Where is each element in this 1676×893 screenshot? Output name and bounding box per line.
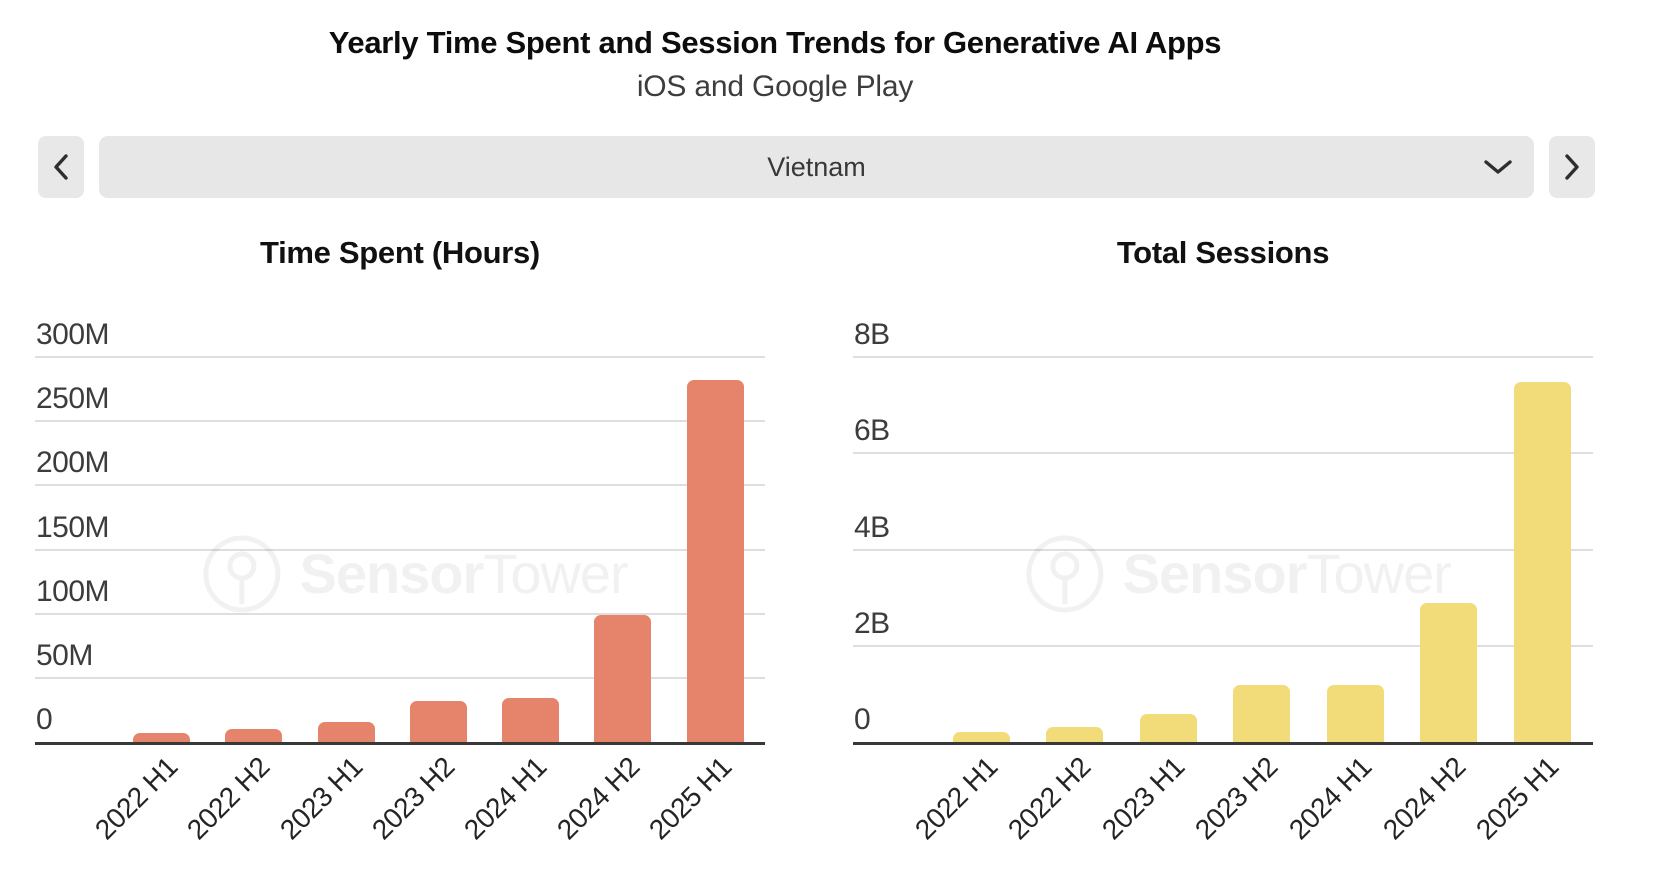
- x-tick-label: 2023 H1: [273, 751, 368, 846]
- x-tick-label: 2024 H1: [1283, 751, 1378, 846]
- bar-2022-h1[interactable]: [132, 732, 190, 743]
- page-subtitle: iOS and Google Play: [636, 70, 914, 103]
- x-tick-label: 2025 H1: [1470, 751, 1565, 846]
- x-tick-label: 2025 H1: [642, 751, 738, 846]
- watermark-brand-light: Tower: [483, 542, 628, 606]
- x-tick-label: 2023 H2: [365, 751, 461, 846]
- bar-2025-h1[interactable]: [1513, 382, 1571, 743]
- chevron-left-icon: [54, 154, 68, 180]
- total-sessions-plot-area: SensorTower 0 2B 4B 6B 8B: [853, 320, 1593, 745]
- sensortower-watermark: SensorTower: [1025, 534, 1452, 614]
- y-tick-label: 150M: [36, 510, 110, 544]
- country-select-value: Vietnam: [767, 151, 866, 182]
- gridline: [853, 548, 1593, 551]
- sensortower-logo-icon: [202, 535, 280, 613]
- bar-2024-h2[interactable]: [594, 614, 652, 743]
- y-tick-label: 100M: [36, 574, 110, 608]
- y-tick-label: 6B: [854, 414, 890, 448]
- page-title: Yearly Time Spent and Session Trends for…: [328, 25, 1222, 60]
- bar-2022-h2[interactable]: [225, 728, 283, 743]
- gridline: [35, 548, 765, 551]
- time-spent-plot-area: SensorTower 0 50M 100M 150M 200M 250M 300M: [35, 320, 765, 745]
- y-tick-label: 0: [854, 703, 871, 736]
- watermark-brand-bold: Sensor: [1122, 542, 1308, 606]
- x-tick-label: 2022 H2: [1002, 751, 1097, 846]
- bar-2025-h1[interactable]: [686, 379, 744, 743]
- gridline: [853, 644, 1593, 647]
- bar-2023-h2[interactable]: [409, 700, 467, 743]
- x-tick-label: 2024 H1: [458, 751, 553, 846]
- time-spent-bars-group: [115, 358, 761, 743]
- chevron-right-icon: [1565, 154, 1579, 180]
- chart-title-total-sessions: Total Sessions: [1116, 235, 1330, 270]
- bar-2024-h1[interactable]: [502, 698, 560, 743]
- bar-2023-h1[interactable]: [317, 722, 375, 743]
- x-tick-label: 2024 H2: [1376, 751, 1471, 846]
- x-tick-label: 2022 H1: [908, 751, 1004, 846]
- total-sessions-x-axis-labels: 2022 H1 2022 H2 2023 H1 2023 H2 2024 H1 2024 …: [853, 743, 1593, 889]
- charts-row: Time Spent (Hours) SensorTower 0 50M 100M 1…: [0, 234, 1676, 889]
- bar-2023-h1[interactable]: [1139, 714, 1197, 743]
- sensortower-logo-icon: [1026, 535, 1104, 613]
- time-spent-plot-wrap: Time Spent (Hours) SensorTower 0 50M 100M 1…: [35, 234, 765, 889]
- bar-2022-h1[interactable]: [952, 732, 1010, 743]
- gridline: [853, 452, 1593, 455]
- y-tick-label: 300M: [36, 318, 110, 351]
- y-tick-label: 200M: [36, 446, 110, 480]
- x-tick-label: 2022 H1: [89, 751, 184, 846]
- header: Yearly Time Spent and Session Trends for…: [0, 25, 1550, 104]
- x-tick-label: 2023 H1: [1095, 751, 1191, 846]
- time-spent-chart: Time Spent (Hours) SensorTower 0 50M 100M 1…: [0, 234, 838, 889]
- x-tick-label: 2022 H2: [181, 751, 276, 846]
- y-tick-label: 50M: [36, 638, 93, 672]
- generative-ai-trends-dashboard: Yearly Time Spent and Session Trends for…: [0, 25, 1676, 893]
- total-sessions-chart: Total Sessions SensorTower 0 2B 4B 6B 8B 202…: [838, 234, 1676, 889]
- chevron-down-icon: [1484, 160, 1512, 174]
- previous-country-button[interactable]: [38, 136, 84, 198]
- watermark-brand-light: Tower: [1306, 542, 1452, 606]
- x-tick-label: 2023 H2: [1189, 751, 1284, 846]
- time-spent-x-axis-labels: 2022 H1 2022 H2 2023 H1 2023 H2 2024 H1 2024 …: [35, 743, 765, 889]
- y-tick-label: 250M: [36, 382, 110, 416]
- time-spent-x-axis-line: [35, 742, 765, 745]
- bar-2024-h2[interactable]: [1420, 603, 1478, 743]
- gridline: [35, 612, 765, 615]
- y-tick-label: 8B: [854, 318, 890, 351]
- gridline: [35, 484, 765, 487]
- watermark-brand-bold: Sensor: [299, 542, 484, 606]
- gridline: [853, 356, 1593, 358]
- bar-2024-h1[interactable]: [1326, 685, 1384, 743]
- gridline: [35, 676, 765, 679]
- y-tick-label: 4B: [854, 510, 890, 544]
- watermark-text: SensorTower: [299, 541, 628, 606]
- country-select[interactable]: Vietnam: [99, 136, 1534, 198]
- watermark-text: SensorTower: [1122, 541, 1452, 606]
- next-country-button[interactable]: [1549, 136, 1595, 198]
- country-selector-row: Vietnam: [38, 136, 1595, 198]
- total-sessions-plot-wrap: Total Sessions SensorTower 0 2B 4B 6B 8B 202…: [853, 234, 1593, 889]
- y-tick-label: 0: [36, 703, 53, 736]
- bar-2022-h2[interactable]: [1046, 727, 1104, 743]
- sensortower-watermark: SensorTower: [201, 534, 629, 614]
- gridline: [35, 420, 765, 423]
- y-tick-label: 2B: [854, 606, 890, 640]
- bar-2023-h2[interactable]: [1233, 685, 1291, 743]
- total-sessions-bars-group: [934, 358, 1589, 743]
- chart-title-time-spent: Time Spent (Hours): [260, 235, 540, 270]
- total-sessions-x-axis-line: [853, 742, 1593, 745]
- x-tick-label: 2024 H2: [550, 751, 645, 846]
- gridline: [35, 356, 765, 358]
